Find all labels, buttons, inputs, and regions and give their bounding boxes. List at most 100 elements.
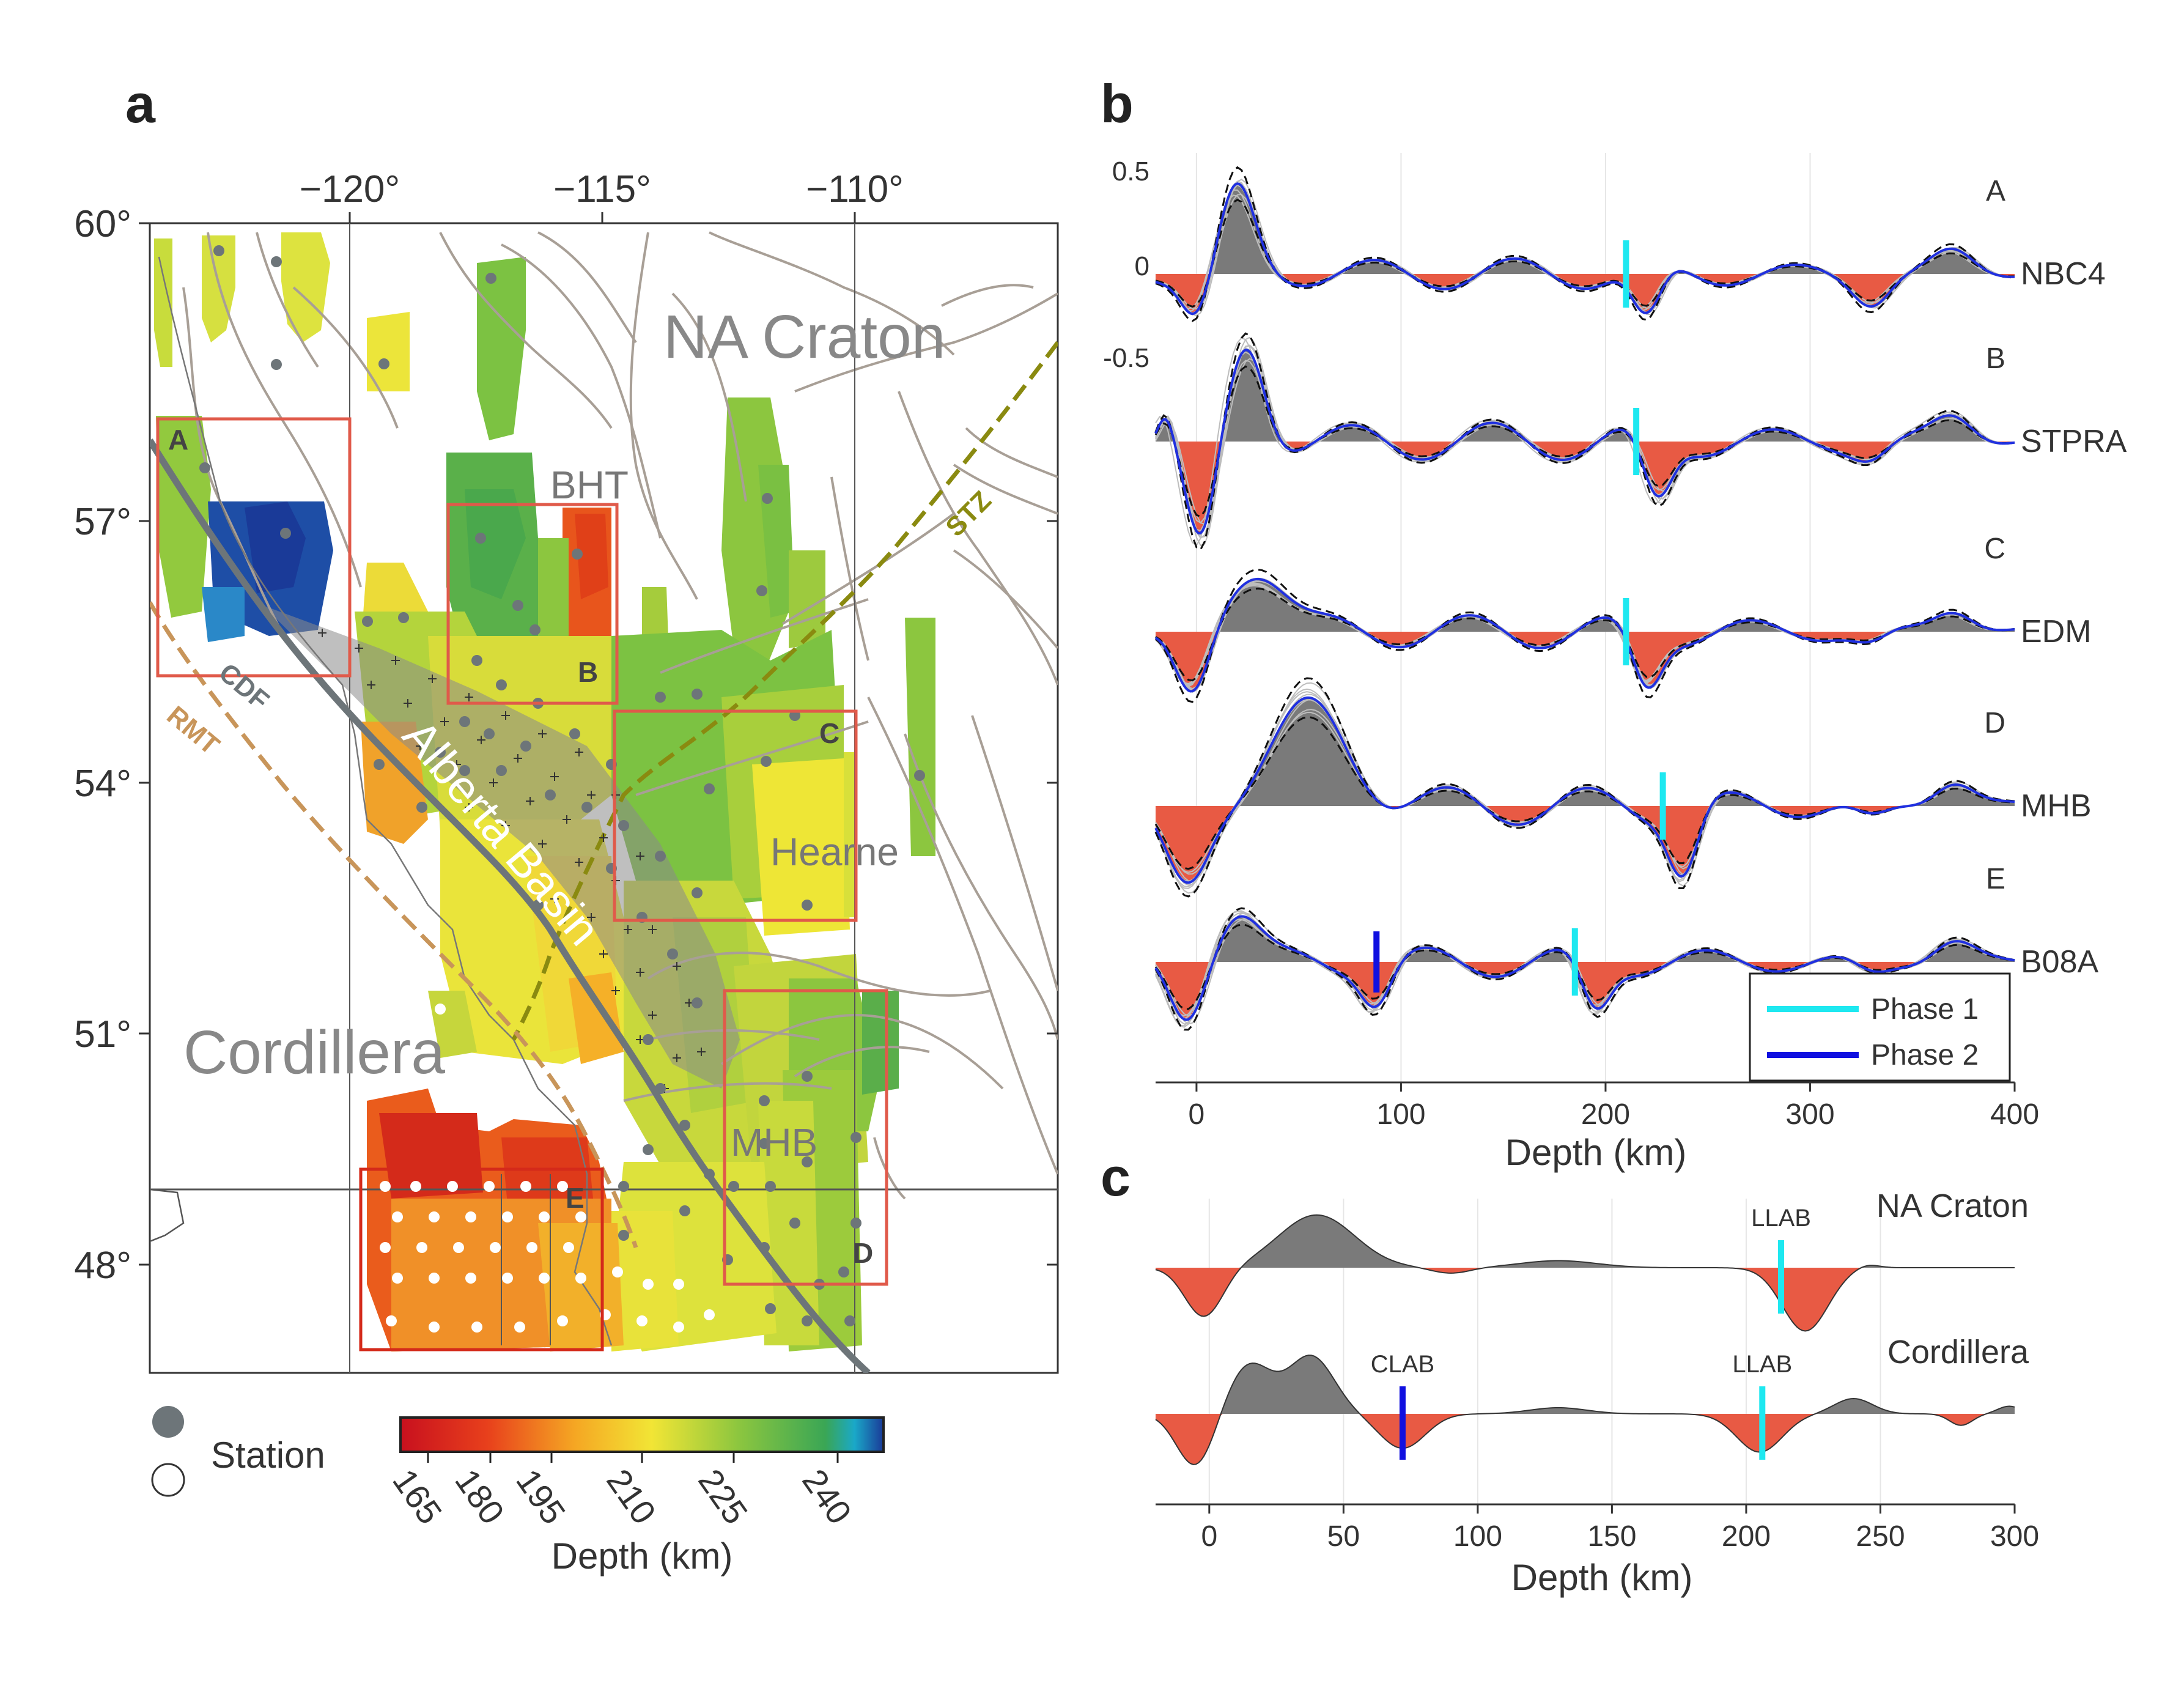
rf-negative-fill — [1156, 632, 2015, 692]
cbar-tick-240: 240 — [795, 1462, 859, 1531]
rf-positive-fill — [1156, 183, 2015, 274]
trace-box-label: D — [1984, 707, 2005, 739]
rf-mean-line — [1154, 915, 2015, 1021]
rf-negative-fill — [1156, 274, 2015, 314]
panel-b-traces: A NBC4 B STPRA C EDM D MHB E B08A — [1154, 166, 2127, 1031]
label-mhb: MHB — [731, 1120, 817, 1164]
trace-box-label: E — [1986, 863, 2005, 895]
label-cordillera: Cordillera — [183, 1018, 445, 1087]
box-a — [156, 417, 352, 678]
stack-negative-fill — [1156, 1414, 2015, 1465]
rf-positive-fill — [1156, 579, 2015, 632]
rf-mean-line — [1154, 696, 2015, 884]
y-tick-0: 0 — [1135, 251, 1149, 281]
rf-mean-line — [1154, 349, 2015, 534]
cbar-tick-180: 180 — [448, 1462, 512, 1531]
box-e — [359, 1167, 604, 1351]
rf-trace-stpra: B STPRA — [1154, 332, 2127, 551]
panel-c-x-tick: 100 — [1453, 1520, 1502, 1553]
province-lines — [182, 231, 1058, 1200]
trace-station-label: B08A — [2021, 944, 2099, 980]
legend-station-label: Station — [211, 1435, 325, 1476]
rf-negative-fill — [1156, 806, 2015, 883]
panel-c-x-tick: 150 — [1587, 1520, 1636, 1553]
trace-station-label: NBC4 — [2021, 256, 2106, 292]
panel-c-x-tick: 300 — [1990, 1520, 2039, 1553]
region-boxes — [156, 417, 888, 1351]
stack-positive-fill — [1156, 1215, 2015, 1268]
rf-trace-edm: C EDM — [1154, 533, 2092, 703]
colorbar-ticks — [427, 1452, 839, 1463]
stacked-trace-na-craton: LLAB NA Craton — [1155, 1188, 2029, 1332]
rmt-fault — [150, 601, 638, 1249]
cbar-tick-210: 210 — [599, 1462, 663, 1531]
basin-crosses — [318, 629, 706, 1093]
panel-label-c: c — [1101, 1147, 1131, 1207]
panel-c-x-tick: 50 — [1327, 1520, 1360, 1553]
cbar-tick-165: 165 — [385, 1462, 449, 1531]
trace-box-label: B — [1986, 342, 2005, 375]
rf-positive-fill — [1156, 350, 2015, 442]
box-d — [723, 989, 888, 1286]
stacked-rf-panel: LLAB NA Craton CLAB LLAB Cordillera 0 50 100 15… — [1155, 1188, 2039, 1598]
political-border — [158, 256, 613, 1346]
stack-name-label: Cordillera — [1887, 1334, 2029, 1370]
y-tick-0.5: 0.5 — [1112, 157, 1149, 187]
lat-tick-3: 54° — [74, 763, 131, 805]
lon-tick-1: −120° — [300, 168, 400, 210]
box-label-d: D — [853, 1237, 873, 1269]
panel-b-x-ticks: 0 100 200 300 400 — [1189, 1082, 2039, 1131]
legend-station-filled — [152, 1406, 184, 1438]
receiver-function-panel: 0.5 0 -0.5 A NBC4 B STPRA C EDM D MHB E B08A 0 100… — [1103, 153, 2127, 1173]
clab-label: CLAB — [1371, 1351, 1435, 1378]
legend-phase1: Phase 1 — [1871, 993, 1979, 1026]
panel-b-x-tick: 100 — [1376, 1098, 1425, 1131]
panel-label-b: b — [1101, 73, 1134, 134]
panel-label-a: a — [125, 73, 156, 134]
panel-b-x-tick: 0 — [1189, 1098, 1205, 1131]
rf-positive-fill — [1156, 916, 2015, 962]
label-bht: BHT — [550, 463, 629, 507]
legend-phase2: Phase 2 — [1871, 1039, 1979, 1071]
alberta-basin-area — [263, 605, 740, 1089]
label-na-craton: NA Craton — [663, 303, 945, 371]
llab-label: LLAB — [1751, 1205, 1811, 1232]
panel-c-x-ticks: 0 50 100 150 200 250 300 — [1201, 1504, 2039, 1553]
y-tick-neg0.5: -0.5 — [1103, 343, 1149, 373]
panel-b-y-ticks: 0.5 0 -0.5 — [1103, 157, 1149, 373]
stack-positive-fill — [1156, 1355, 2015, 1414]
lat-tick-1: 60° — [74, 203, 131, 245]
rf-positive-fill — [1156, 697, 2015, 806]
trace-station-label: MHB — [2021, 788, 2092, 824]
stacked-trace-cordillera: CLAB LLAB Cordillera — [1155, 1334, 2029, 1465]
coast-line — [150, 1188, 185, 1243]
stations-gray — [199, 245, 925, 1326]
panel-c-x-tick: 0 — [1201, 1520, 1217, 1553]
lat-tick-5: 48° — [74, 1244, 131, 1287]
panel-b-legend: Phase 1 Phase 2 — [1749, 972, 2011, 1082]
rf-trace-nbc4: A NBC4 — [1155, 166, 2106, 322]
trace-box-label: C — [1984, 533, 2005, 565]
stack-negative-fill — [1156, 1268, 2015, 1331]
lon-tick-2: −115° — [553, 168, 651, 210]
colorbar — [399, 1416, 885, 1453]
legend-station-open — [151, 1463, 185, 1497]
colorbar-label: Depth (km) — [552, 1536, 733, 1577]
trace-box-label: A — [1986, 175, 2005, 207]
box-b — [446, 503, 619, 705]
panel-b-x-tick: 400 — [1990, 1098, 2039, 1131]
cbar-tick-225: 225 — [691, 1462, 755, 1531]
llab-label: LLAB — [1732, 1351, 1792, 1378]
stations-white — [380, 1004, 715, 1333]
panel-b-x-tick: 200 — [1581, 1098, 1630, 1131]
box-label-a: A — [168, 424, 188, 456]
panel-b-x-tick: 300 — [1785, 1098, 1834, 1131]
panel-c-traces: LLAB NA Craton CLAB LLAB Cordillera — [1155, 1188, 2029, 1465]
box-label-c: C — [819, 717, 839, 749]
rf-mean-line — [1155, 182, 2015, 316]
rf-trace-mhb: D MHB — [1154, 677, 2092, 898]
map-ticks — [139, 212, 1058, 1266]
panel-c-x-tick: 200 — [1722, 1520, 1771, 1553]
label-hearne: Hearne — [770, 830, 899, 874]
